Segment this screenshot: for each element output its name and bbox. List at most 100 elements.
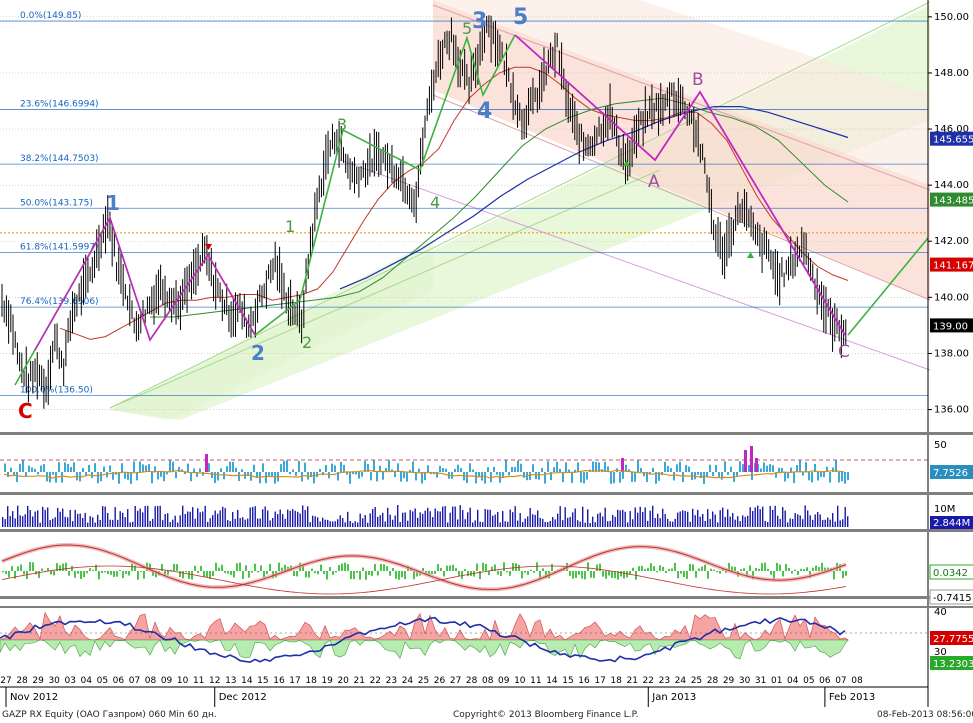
- volume-bar: [132, 521, 134, 527]
- volatility-bar: [109, 465, 111, 472]
- volatility-bar: [457, 464, 459, 472]
- ma-fast-line: [59, 66, 849, 340]
- macd-bar: [782, 571, 784, 577]
- volatility-bar: [739, 461, 741, 472]
- x-month-label: Jan 2013: [651, 692, 696, 703]
- volatility-bar: [706, 472, 708, 478]
- volume-bar: [669, 521, 671, 527]
- volatility-bar: [493, 466, 495, 472]
- volatility-bar: [700, 472, 702, 479]
- x-tick-label: 23: [386, 676, 397, 686]
- macd-bar: [86, 571, 88, 574]
- macd-bar: [5, 571, 7, 575]
- volume-bar: [342, 518, 344, 527]
- volatility-bar: [763, 462, 765, 472]
- x-tick-label: 16: [578, 676, 590, 686]
- volume-bar: [527, 516, 529, 527]
- volatility-bar: [280, 464, 282, 472]
- volatility-bar: [529, 472, 531, 481]
- volume-bar: [507, 521, 509, 527]
- volatility-bar: [688, 466, 690, 472]
- volume-bar: [57, 507, 59, 527]
- volatility-bar: [217, 472, 219, 481]
- volume-bar: [689, 521, 691, 527]
- volatility-bar: [145, 465, 147, 472]
- volume-bar: [294, 510, 296, 527]
- volatility-bar: [634, 472, 636, 482]
- volume-bar: [119, 511, 121, 527]
- volatility-bar: [253, 464, 255, 472]
- wave-label: 4: [477, 99, 492, 124]
- volatility-bar: [199, 468, 201, 472]
- volatility-bar: [289, 472, 291, 475]
- macd-bar: [464, 568, 466, 571]
- volatility-bar: [172, 461, 174, 472]
- macd-bar: [269, 563, 271, 571]
- macd-bar: [605, 571, 607, 579]
- macd-bar: [113, 571, 115, 578]
- volatility-bar: [478, 472, 480, 477]
- macd-bar: [704, 564, 706, 571]
- macd-bar: [779, 564, 781, 571]
- volatility-bar: [568, 469, 570, 472]
- volatility-bar: [748, 464, 750, 472]
- volatility-bar: [751, 472, 753, 480]
- macd-bar: [281, 567, 283, 571]
- volume-bar: [137, 510, 139, 527]
- volume-bar: [522, 522, 524, 527]
- volume-bar: [487, 509, 489, 527]
- projection-line: [847, 237, 929, 336]
- x-tick-label: 04: [787, 676, 799, 686]
- macd-bar: [65, 562, 67, 571]
- macd-bar: [521, 571, 523, 579]
- macd-bar: [662, 566, 664, 571]
- macd-bar: [578, 571, 580, 575]
- volume-bar: [249, 507, 251, 527]
- macd-bar: [221, 564, 223, 571]
- macd-bar: [320, 564, 322, 571]
- volatility-bar: [790, 467, 792, 472]
- volume-bar: [547, 522, 549, 527]
- volume-bar: [459, 505, 461, 527]
- volatility-bar: [247, 472, 249, 476]
- volatility-bar: [58, 462, 60, 472]
- volume-bar: [842, 519, 844, 527]
- macd-bar: [224, 571, 226, 574]
- macd-bar: [347, 564, 349, 571]
- macd-bar: [509, 571, 511, 576]
- price-tag-label: 139.00: [933, 321, 968, 332]
- dmi-axis-label: 30: [934, 647, 947, 658]
- volatility-bar: [820, 472, 822, 477]
- macd-bar: [143, 571, 145, 579]
- volatility-bar: [118, 472, 120, 484]
- macd-bar: [89, 568, 91, 571]
- volatility-bar: [805, 462, 807, 472]
- volatility-bar: [334, 465, 336, 472]
- volatility-bar: [82, 467, 84, 472]
- macd-bar: [683, 571, 685, 578]
- volatility-bar: [655, 472, 657, 484]
- volume-bar: [29, 510, 31, 527]
- macd-bar: [341, 563, 343, 571]
- volume-bar: [537, 510, 539, 527]
- macd-bar: [302, 565, 304, 571]
- volatility-bar: [676, 464, 678, 472]
- volatility-bar: [415, 472, 417, 481]
- macd-bar: [713, 569, 715, 571]
- volume-bar: [714, 514, 716, 527]
- volume-bar: [827, 517, 829, 527]
- panel-separator: [0, 492, 973, 495]
- volatility-bar: [511, 466, 513, 472]
- macd-bar: [515, 563, 517, 571]
- volume-bar: [557, 513, 559, 527]
- volatility-bar: [283, 460, 285, 472]
- volatility-bar: [175, 472, 177, 479]
- macd-bar: [260, 565, 262, 571]
- macd-bar: [314, 571, 316, 574]
- volume-bar: [759, 509, 761, 527]
- volume-bar: [637, 512, 639, 527]
- volatility-bar: [379, 465, 381, 472]
- volatility-bar: [472, 469, 474, 472]
- volatility-bar: [592, 461, 594, 472]
